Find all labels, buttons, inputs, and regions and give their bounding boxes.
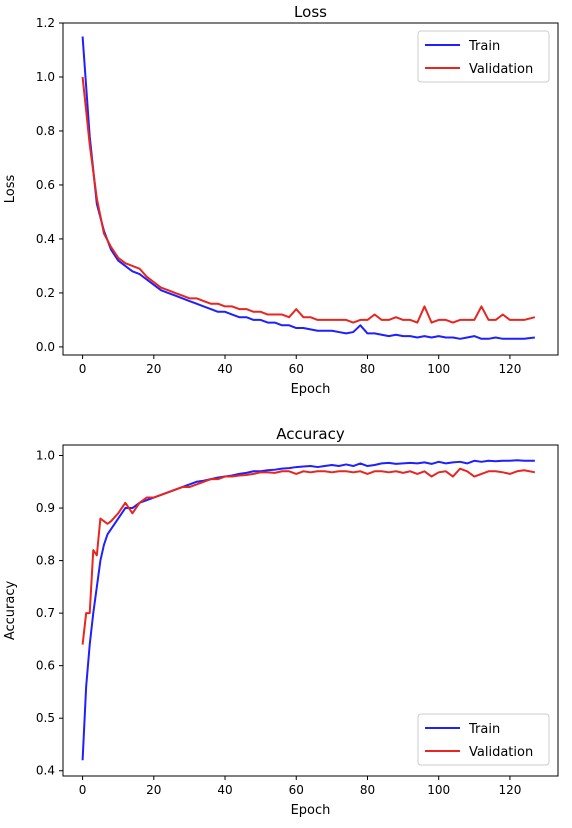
accuracy-x-tick-label: 120 — [498, 783, 521, 797]
accuracy-legend: Train Validation — [417, 713, 550, 766]
accuracy-legend-label-validation: Validation — [469, 745, 533, 760]
accuracy-x-tick-label: 0 — [79, 783, 87, 797]
loss-x-tick-label: 40 — [217, 362, 232, 376]
accuracy-x-tick-label: 20 — [146, 783, 161, 797]
accuracy-y-axis-title: Accuracy — [3, 581, 18, 641]
loss-title: Loss — [294, 3, 327, 21]
accuracy-y-tick-label: 0.9 — [36, 501, 55, 515]
accuracy-chart: Accuracy 0 20 40 60 80 100 120 0.4 0.5 0.6 0.7 0.8 0.… — [3, 425, 559, 818]
accuracy-series-train-line — [81, 459, 535, 761]
loss-x-tick-label: 100 — [427, 362, 450, 376]
accuracy-x-tick-label: 100 — [427, 783, 450, 797]
accuracy-x-tick-label: 40 — [217, 783, 232, 797]
accuracy-x-tick-label: 60 — [289, 783, 304, 797]
loss-y-tick-label: 0.0 — [36, 340, 55, 354]
loss-series-validation-line — [81, 76, 536, 324]
loss-series-train-line — [81, 36, 535, 340]
accuracy-series-group — [81, 459, 536, 761]
loss-x-tick-label: 0 — [79, 362, 87, 376]
accuracy-legend-box — [417, 713, 550, 766]
accuracy-title: Accuracy — [276, 425, 345, 443]
loss-axes-frame — [62, 22, 559, 356]
loss-legend-box — [417, 30, 550, 83]
loss-y-tick-label: 0.8 — [36, 124, 55, 138]
loss-x-tick-label: 20 — [146, 362, 161, 376]
loss-y-tick-label: 0.2 — [36, 286, 55, 300]
loss-y-axis-title: Loss — [3, 175, 18, 204]
accuracy-x-tick-label: 80 — [360, 783, 375, 797]
accuracy-axes-frame — [62, 444, 559, 777]
loss-legend: Train Validation — [417, 30, 550, 83]
accuracy-y-tick-label: 0.4 — [36, 764, 55, 778]
loss-y-tick-label: 1.2 — [36, 16, 55, 30]
accuracy-y-tick-label: 1.0 — [36, 449, 55, 463]
accuracy-series-validation-line — [81, 467, 536, 645]
accuracy-y-tick-label: 0.8 — [36, 554, 55, 568]
loss-legend-label-validation: Validation — [469, 62, 533, 77]
loss-y-tick-label: 1.0 — [36, 70, 55, 84]
loss-chart: Loss 0 20 40 60 80 100 120 0.0 0.2 0.4 0.6 0.8 1.0 1.2… — [3, 3, 559, 397]
accuracy-y-tick-label: 0.6 — [36, 659, 55, 673]
loss-x-tick-label: 80 — [360, 362, 375, 376]
accuracy-x-axis-title: Epoch — [291, 803, 331, 818]
loss-y-tick-label: 0.6 — [36, 178, 55, 192]
loss-x-tick-label: 120 — [498, 362, 521, 376]
loss-x-axis-title: Epoch — [291, 382, 331, 397]
loss-series-group — [81, 36, 536, 340]
loss-y-tick-label: 0.4 — [36, 232, 55, 246]
loss-x-tick-label: 60 — [289, 362, 304, 376]
accuracy-y-tick-label: 0.7 — [36, 606, 55, 620]
accuracy-legend-label-train: Train — [468, 722, 500, 737]
accuracy-y-tick-label: 0.5 — [36, 711, 55, 725]
loss-legend-label-train: Train — [468, 39, 500, 54]
